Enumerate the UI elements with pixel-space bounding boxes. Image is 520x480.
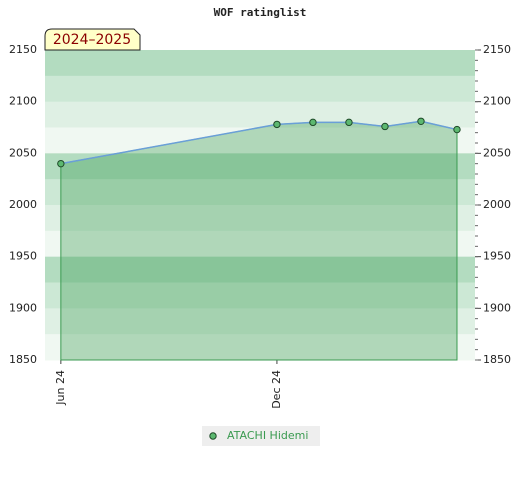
y2-tick-label: 2000	[483, 198, 511, 211]
area	[60, 120, 458, 361]
band	[45, 282, 475, 309]
band	[45, 127, 475, 154]
legend-label: ATACHI Hidemi	[227, 429, 308, 442]
point	[417, 117, 425, 126]
band	[45, 75, 475, 103]
point	[381, 122, 389, 131]
band	[45, 179, 475, 206]
legend-marker	[209, 432, 217, 440]
band	[45, 153, 475, 180]
y2-tick-label: 1950	[483, 250, 511, 263]
band	[45, 256, 475, 283]
y-tick-label: 1950	[9, 250, 37, 263]
x-tick-label: Dec 24	[270, 370, 283, 409]
y2-tick-label: 2050	[483, 146, 511, 159]
badge-box	[44, 28, 141, 51]
y-tick-label: 2100	[9, 95, 37, 108]
y-tick-label: 2150	[9, 43, 37, 56]
y2-tick-label: 2100	[483, 95, 511, 108]
band	[45, 334, 475, 361]
y-tick-label: 2050	[9, 146, 37, 159]
band	[45, 205, 475, 232]
point	[273, 120, 281, 129]
point	[309, 118, 317, 127]
y-tick-label: 1900	[9, 301, 37, 314]
band	[45, 50, 475, 77]
y2-tick-label: 1850	[483, 353, 511, 366]
y-tick-label: 1850	[9, 353, 37, 366]
y-tick-label: 2000	[9, 198, 37, 211]
y2-tick-label: 1900	[483, 301, 511, 314]
point	[57, 159, 65, 168]
point	[345, 118, 353, 127]
band	[45, 308, 475, 335]
x-tick-label: Jun 24	[54, 370, 67, 406]
y2-tick-label: 2150	[483, 43, 511, 56]
chart-title: WOF ratinglist	[214, 6, 307, 19]
badge: 2024–2025	[53, 32, 131, 48]
plot-area	[45, 50, 475, 361]
point	[453, 125, 461, 134]
legend-box	[202, 426, 320, 446]
band	[45, 230, 475, 258]
